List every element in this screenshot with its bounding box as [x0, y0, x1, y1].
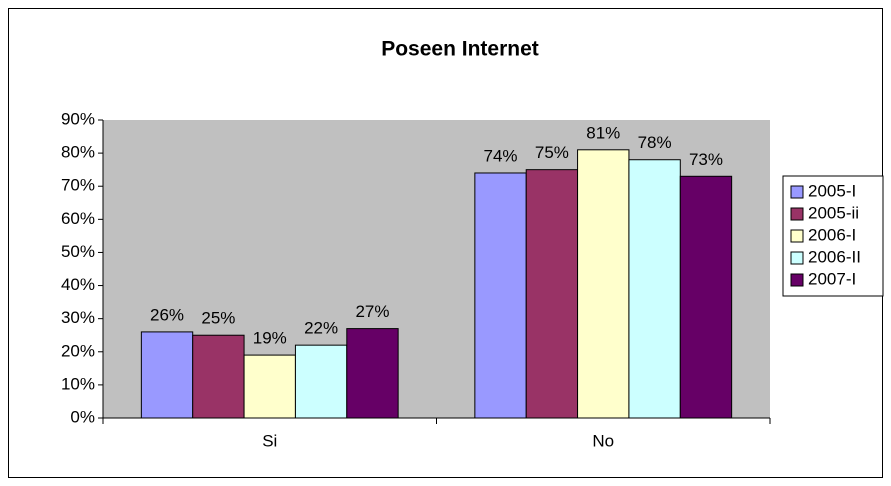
y-tick-label: 0% [70, 407, 95, 426]
y-tick-label: 10% [61, 374, 95, 393]
value-label: 75% [535, 143, 569, 162]
legend-label: 2006-II [808, 247, 861, 266]
chart-title: Poseen Internet [381, 38, 539, 61]
legend-label: 2005-I [808, 181, 856, 200]
bar [192, 334, 245, 419]
y-tick-label: 30% [61, 308, 95, 327]
legend-label: 2005-ii [808, 203, 859, 222]
value-label: 19% [253, 329, 287, 348]
legend-label: 2007-I [808, 269, 856, 288]
y-tick-label: 20% [61, 341, 95, 360]
bar [679, 175, 733, 419]
legend-swatch [790, 273, 804, 287]
value-label: 22% [304, 319, 338, 338]
value-label: 26% [150, 305, 184, 324]
value-label: 25% [201, 309, 235, 328]
y-tick-label: 80% [61, 143, 95, 162]
value-label: 27% [355, 302, 389, 321]
y-tick-label: 90% [61, 109, 95, 128]
value-label: 81% [586, 123, 620, 142]
legend-label: 2006-I [808, 225, 856, 244]
legend-swatch [790, 207, 804, 221]
bar [525, 169, 579, 419]
bar [346, 328, 399, 419]
bar [474, 172, 527, 419]
x-tick-label: No [592, 431, 614, 450]
legend-swatch [790, 251, 804, 265]
y-tick-label: 50% [61, 242, 95, 261]
legend-swatch [790, 229, 804, 243]
x-tick-label: Si [262, 431, 277, 450]
bar [140, 331, 194, 419]
y-tick-label: 40% [61, 275, 95, 294]
bar [243, 354, 296, 419]
y-tick-label: 70% [61, 176, 95, 195]
bar [628, 159, 681, 419]
bar [577, 149, 630, 419]
y-tick-label: 60% [61, 209, 95, 228]
value-label: 78% [638, 133, 672, 152]
value-label: 73% [689, 150, 723, 169]
value-label: 74% [484, 146, 518, 165]
bar [294, 344, 348, 419]
legend-swatch [790, 185, 804, 199]
